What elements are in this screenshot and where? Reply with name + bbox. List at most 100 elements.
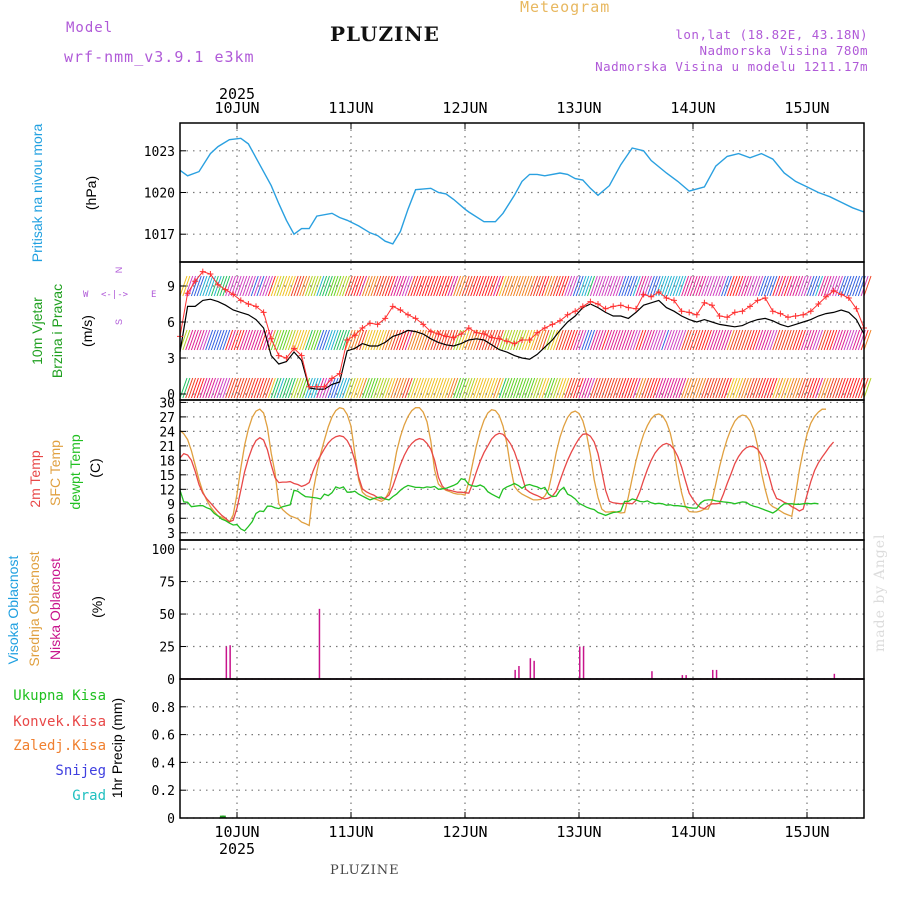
year-top-label: 2025 — [219, 85, 255, 103]
wind-barb — [541, 377, 550, 399]
wind-gust-marker — [671, 297, 677, 304]
wind-barb — [376, 329, 385, 351]
wind-barb — [319, 377, 328, 399]
wind-barb — [701, 329, 710, 351]
wind-gust-marker — [815, 301, 822, 307]
wind-barb — [829, 329, 838, 351]
wind-barb — [256, 377, 265, 399]
wind-barb — [609, 275, 618, 297]
wind-barb — [304, 275, 313, 297]
wind-barb — [587, 275, 596, 297]
wind-barb — [339, 329, 348, 351]
wind-barb — [279, 275, 288, 297]
wind-barb — [854, 329, 863, 351]
wind-barb — [199, 329, 208, 351]
wind-barb — [601, 329, 610, 351]
wind-barb — [823, 377, 832, 399]
wind-barb — [185, 377, 194, 399]
wind-barb — [381, 377, 390, 399]
wind-barb — [444, 275, 453, 297]
wind-barb — [595, 329, 604, 351]
wind-barb — [182, 275, 191, 297]
wind-gust-marker — [351, 332, 358, 339]
wind-barb — [393, 275, 402, 297]
wind-barb — [379, 377, 387, 399]
wind-gust-marker — [655, 289, 662, 295]
precip-y-tick-label: 0.6 — [152, 729, 175, 744]
wind-barb — [601, 275, 610, 297]
wind-barb — [703, 329, 712, 351]
clouds-y-tick-label: 75 — [159, 576, 175, 591]
wind-barb — [495, 377, 504, 399]
wind-barb — [447, 275, 456, 297]
wind-barb — [341, 377, 350, 399]
cloud-bar — [685, 675, 687, 679]
wind-barb — [407, 329, 416, 351]
wind-barb — [302, 275, 311, 297]
wind-barb — [806, 329, 815, 351]
wind-gust-marker — [830, 287, 837, 294]
wind-barb — [373, 377, 382, 399]
wind-barb — [498, 377, 507, 399]
wind-barb — [504, 329, 513, 351]
wind-barb — [732, 377, 741, 399]
wind-barb — [746, 377, 755, 399]
wind-barb — [376, 377, 385, 399]
wind-barb — [561, 275, 570, 297]
wind-barb — [607, 377, 615, 399]
wind-barb — [527, 377, 536, 399]
wind-barb — [578, 275, 587, 297]
wind-barb — [493, 275, 501, 297]
wind-barb — [222, 377, 231, 399]
wind-barb — [216, 329, 225, 351]
wind-gust-marker — [800, 311, 807, 318]
precip-y-tick-label: 0.8 — [152, 701, 175, 716]
wind-barb — [350, 275, 359, 297]
wind-barb — [441, 275, 450, 297]
wind-barb — [683, 377, 692, 399]
footer-station: PLUZINE — [330, 863, 400, 878]
wind-barb — [832, 377, 841, 399]
wind-gust-marker — [709, 302, 715, 309]
wind-barb — [307, 275, 316, 297]
wind-barb — [359, 377, 368, 399]
wind-barb — [507, 329, 516, 351]
wind-barb — [595, 275, 604, 297]
wind-barb — [413, 377, 422, 399]
wind-barb — [666, 377, 675, 399]
wind-barb — [803, 275, 812, 297]
wind-barb — [401, 377, 410, 399]
temp-y-tick-label: 30 — [159, 396, 175, 411]
wind-barb — [396, 377, 405, 399]
wind-barb — [655, 329, 664, 351]
wind-barb — [518, 275, 527, 297]
wind-barb — [282, 377, 291, 399]
wind-barb — [675, 329, 684, 351]
wind-gust-marker — [785, 314, 791, 321]
wind-gust-marker — [496, 335, 503, 342]
time-top-label: 12JUN — [442, 99, 487, 117]
wind-barb — [307, 329, 316, 351]
wind-barb — [575, 275, 584, 297]
wind-barb — [470, 275, 479, 297]
wind-barb — [427, 329, 436, 351]
wind-barb — [279, 377, 288, 399]
wind-barb — [467, 377, 476, 399]
wind-gust-marker — [610, 303, 617, 310]
wind-barb — [740, 329, 749, 351]
wind-barb — [222, 329, 231, 351]
wind-gust-marker — [450, 334, 457, 341]
wind-barb — [407, 275, 416, 297]
wind-barb — [735, 377, 744, 399]
wind-barb — [484, 377, 493, 399]
wind-barb — [319, 329, 328, 351]
wind-barb — [626, 377, 635, 399]
precip-legend-item: Konvek.Kisa — [13, 714, 106, 730]
wind-barb — [458, 329, 467, 351]
pressure-unit-label: (hPa) — [83, 176, 99, 210]
wind-gust-marker — [845, 295, 852, 301]
wind-barb — [487, 377, 496, 399]
wind-barb — [247, 377, 256, 399]
wind-barb — [353, 377, 362, 399]
wind-barb — [390, 275, 399, 297]
